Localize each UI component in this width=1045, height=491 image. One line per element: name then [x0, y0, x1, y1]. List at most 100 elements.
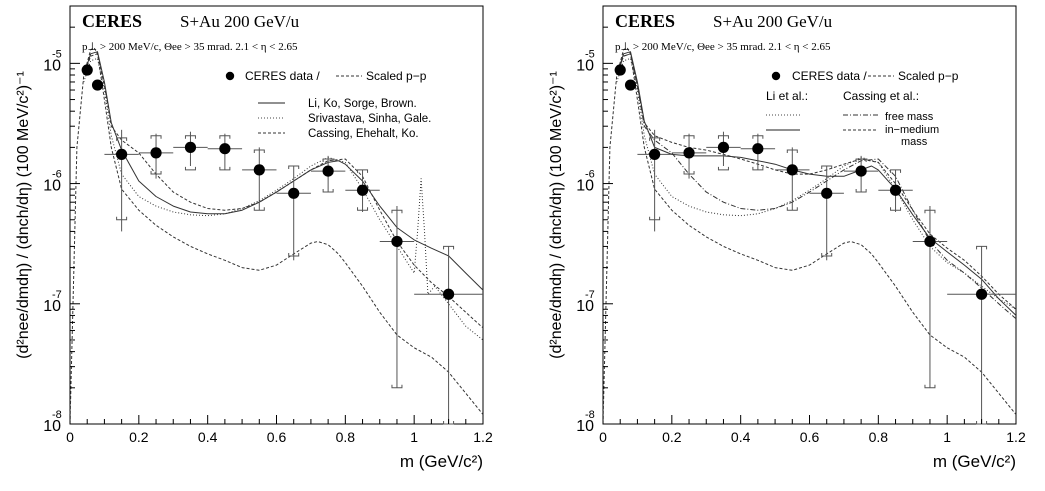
systematic-bracket — [855, 158, 867, 163]
legend-pp-label: Scaled p−p — [898, 69, 959, 83]
data-point — [91, 79, 104, 91]
systematic-bracket — [752, 135, 764, 139]
systematic-bracket — [288, 165, 300, 170]
x-tick-label: 1 — [943, 429, 951, 445]
systematic-bracket — [150, 171, 162, 175]
y-tick-label: 10 — [576, 298, 594, 315]
y-tick-label: 10 — [43, 57, 61, 74]
data-point — [637, 129, 672, 232]
data-point — [809, 165, 844, 261]
cuts-label: p⊥ > 200 MeV/c, Θee > 35 mrad. 2.1 < η <… — [82, 41, 298, 53]
data-point — [414, 245, 483, 425]
data-marker — [889, 184, 902, 196]
data-point — [671, 133, 707, 179]
y-tick-exponent: -7 — [585, 289, 595, 301]
systematic-bracket — [391, 209, 403, 214]
data-marker — [752, 143, 764, 155]
series-curve-dashdot — [616, 53, 1017, 320]
y-tick-exponent: -8 — [585, 409, 595, 421]
legend-li-label: Li, Ko, Sorge, Brown. — [308, 98, 417, 110]
data-point — [104, 129, 139, 232]
data-point — [947, 245, 1016, 425]
y-tick-exponent: -8 — [52, 409, 62, 421]
x-tick-label: 1.2 — [1006, 429, 1026, 445]
systematic-bracket — [717, 166, 729, 171]
data-point — [624, 79, 637, 91]
legend-data-label: CERES data / — [245, 69, 320, 83]
right-chart-panel: 0 0.2 0.4 0.6 0.8 1 1.210-510-610-710-8 CERES … — [548, 5, 1026, 471]
y-tick-exponent: -6 — [52, 169, 62, 181]
data-marker — [356, 184, 369, 196]
experiment-label: CERES — [82, 11, 142, 31]
data-marker — [717, 141, 730, 153]
legend-pp-label: Scaled p−p — [366, 69, 427, 83]
systematic-bracket — [288, 252, 300, 257]
y-tick-label: 10 — [43, 298, 61, 315]
x-tick-label: 0 — [66, 429, 74, 445]
data-point — [775, 147, 810, 211]
legend-data-label: CERES data / — [792, 69, 867, 83]
experiment-label: CERES — [615, 11, 675, 31]
system-label: S+Au 200 GeV/u — [713, 12, 833, 31]
y-axis-title: (d²nee/dmdη) / (dnch/dη) (100 MeV/c²)⁻¹ — [548, 71, 565, 359]
systematic-bracket — [821, 165, 833, 170]
systematic-bracket — [649, 137, 661, 141]
data-marker — [649, 148, 661, 160]
systematic-bracket — [924, 209, 936, 214]
data-marker — [614, 64, 626, 76]
systematic-bracket — [821, 252, 833, 257]
y-tick-label: 10 — [43, 418, 61, 435]
x-tick-label: 1.2 — [473, 429, 493, 445]
data-marker — [855, 165, 867, 177]
data-point — [878, 169, 913, 213]
data-point — [242, 147, 277, 211]
x-tick-label: 0.8 — [869, 429, 889, 445]
data-point — [207, 133, 243, 171]
data-marker — [116, 148, 128, 160]
series-curve-dotted — [83, 57, 484, 341]
data-point — [310, 155, 346, 193]
data-marker — [442, 288, 455, 300]
systematic-bracket — [219, 135, 231, 139]
systematic-bracket — [391, 384, 403, 389]
systematic-bracket — [184, 166, 196, 171]
x-axis-title: m (GeV/c²) — [400, 452, 483, 471]
systematic-bracket — [752, 166, 764, 171]
systematic-bracket — [855, 189, 867, 193]
systematic-bracket — [357, 169, 369, 173]
y-tick-label: 10 — [576, 418, 594, 435]
legend-li-header: Li et al.: — [766, 89, 808, 103]
data-point — [912, 206, 948, 389]
series-curve-dashed — [69, 47, 484, 425]
data-marker — [81, 64, 93, 76]
y-axis-title: (d²nee/dmdη) / (dnch/dη) (100 MeV/c²)⁻¹ — [15, 71, 32, 359]
systematic-bracket — [976, 245, 988, 250]
data-marker — [184, 141, 197, 153]
y-tick-label: 10 — [576, 178, 594, 195]
data-marker — [219, 143, 231, 155]
x-tick-label: 0.2 — [662, 429, 682, 445]
legend-srivastava-label: Srivastava, Sinha, Gale. — [308, 113, 431, 125]
data-point — [138, 133, 174, 179]
legend-in-medium-label: in−medium — [885, 124, 939, 136]
y-tick-exponent: -5 — [585, 48, 595, 60]
data-point — [81, 64, 93, 76]
systematic-bracket — [322, 189, 334, 193]
systematic-bracket — [924, 384, 936, 389]
data-marker — [786, 164, 798, 176]
cuts-label: p⊥ > 200 MeV/c, Θee > 35 mrad. 2.1 < η <… — [615, 41, 831, 53]
legend-data-marker — [771, 71, 781, 81]
data-point — [345, 169, 380, 213]
x-tick-label: 0.4 — [731, 429, 751, 445]
series-curve-solid — [83, 51, 484, 291]
systematic-bracket — [890, 207, 902, 211]
systematic-bracket — [717, 135, 729, 139]
left-chart-panel: 0 0.2 0.4 0.6 0.8 1 1.210-510-610-710-8 CERES … — [15, 5, 493, 471]
systematic-bracket — [443, 245, 455, 250]
data-marker — [391, 235, 403, 248]
systematic-bracket — [253, 149, 265, 154]
series-curve-dashed — [83, 53, 484, 329]
data-marker — [322, 165, 334, 177]
systematic-bracket — [683, 171, 695, 175]
